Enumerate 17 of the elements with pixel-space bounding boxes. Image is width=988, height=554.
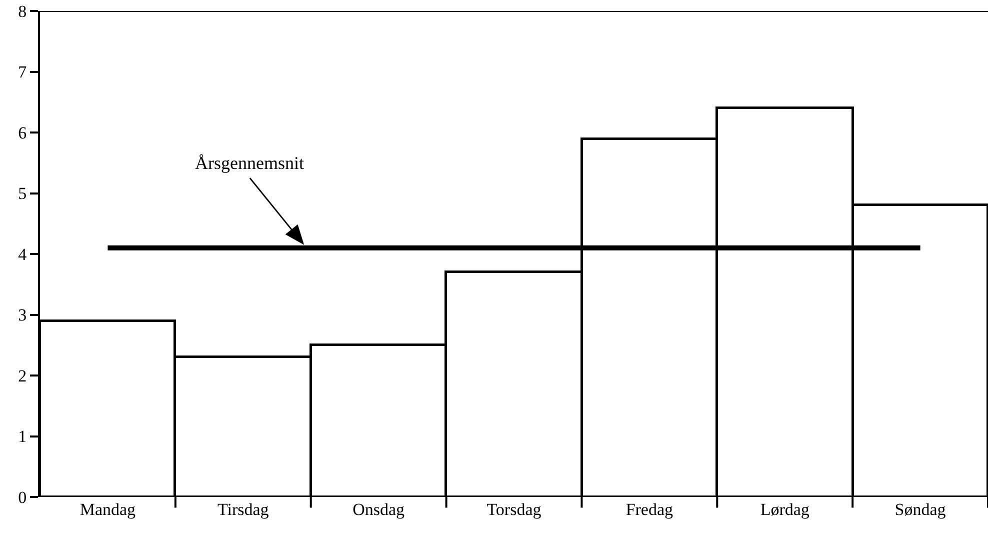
y-tick-label: 1 [18, 427, 27, 446]
y-tick-label: 3 [18, 306, 27, 325]
y-tick-label: 2 [18, 366, 27, 386]
y-tick-label: 4 [18, 244, 28, 264]
ref-line-label: Årsgennemsnit [195, 153, 304, 173]
x-tick-label: Mandag [80, 500, 136, 519]
x-tick-label: Torsdag [486, 500, 542, 519]
x-tick-label: Onsdag [352, 500, 406, 519]
x-tick-label: Søndag [894, 500, 946, 519]
x-tick-label: Lørdag [760, 500, 810, 519]
y-tick-label: 5 [18, 184, 27, 204]
y-tick-label: 8 [18, 2, 27, 21]
x-tick-label: Fredag [626, 500, 674, 519]
y-tick-label: 7 [18, 62, 28, 82]
y-tick-label: 0 [18, 488, 27, 507]
x-tick-label: Tirsdag [217, 500, 270, 519]
y-tick-label: 6 [18, 123, 27, 142]
